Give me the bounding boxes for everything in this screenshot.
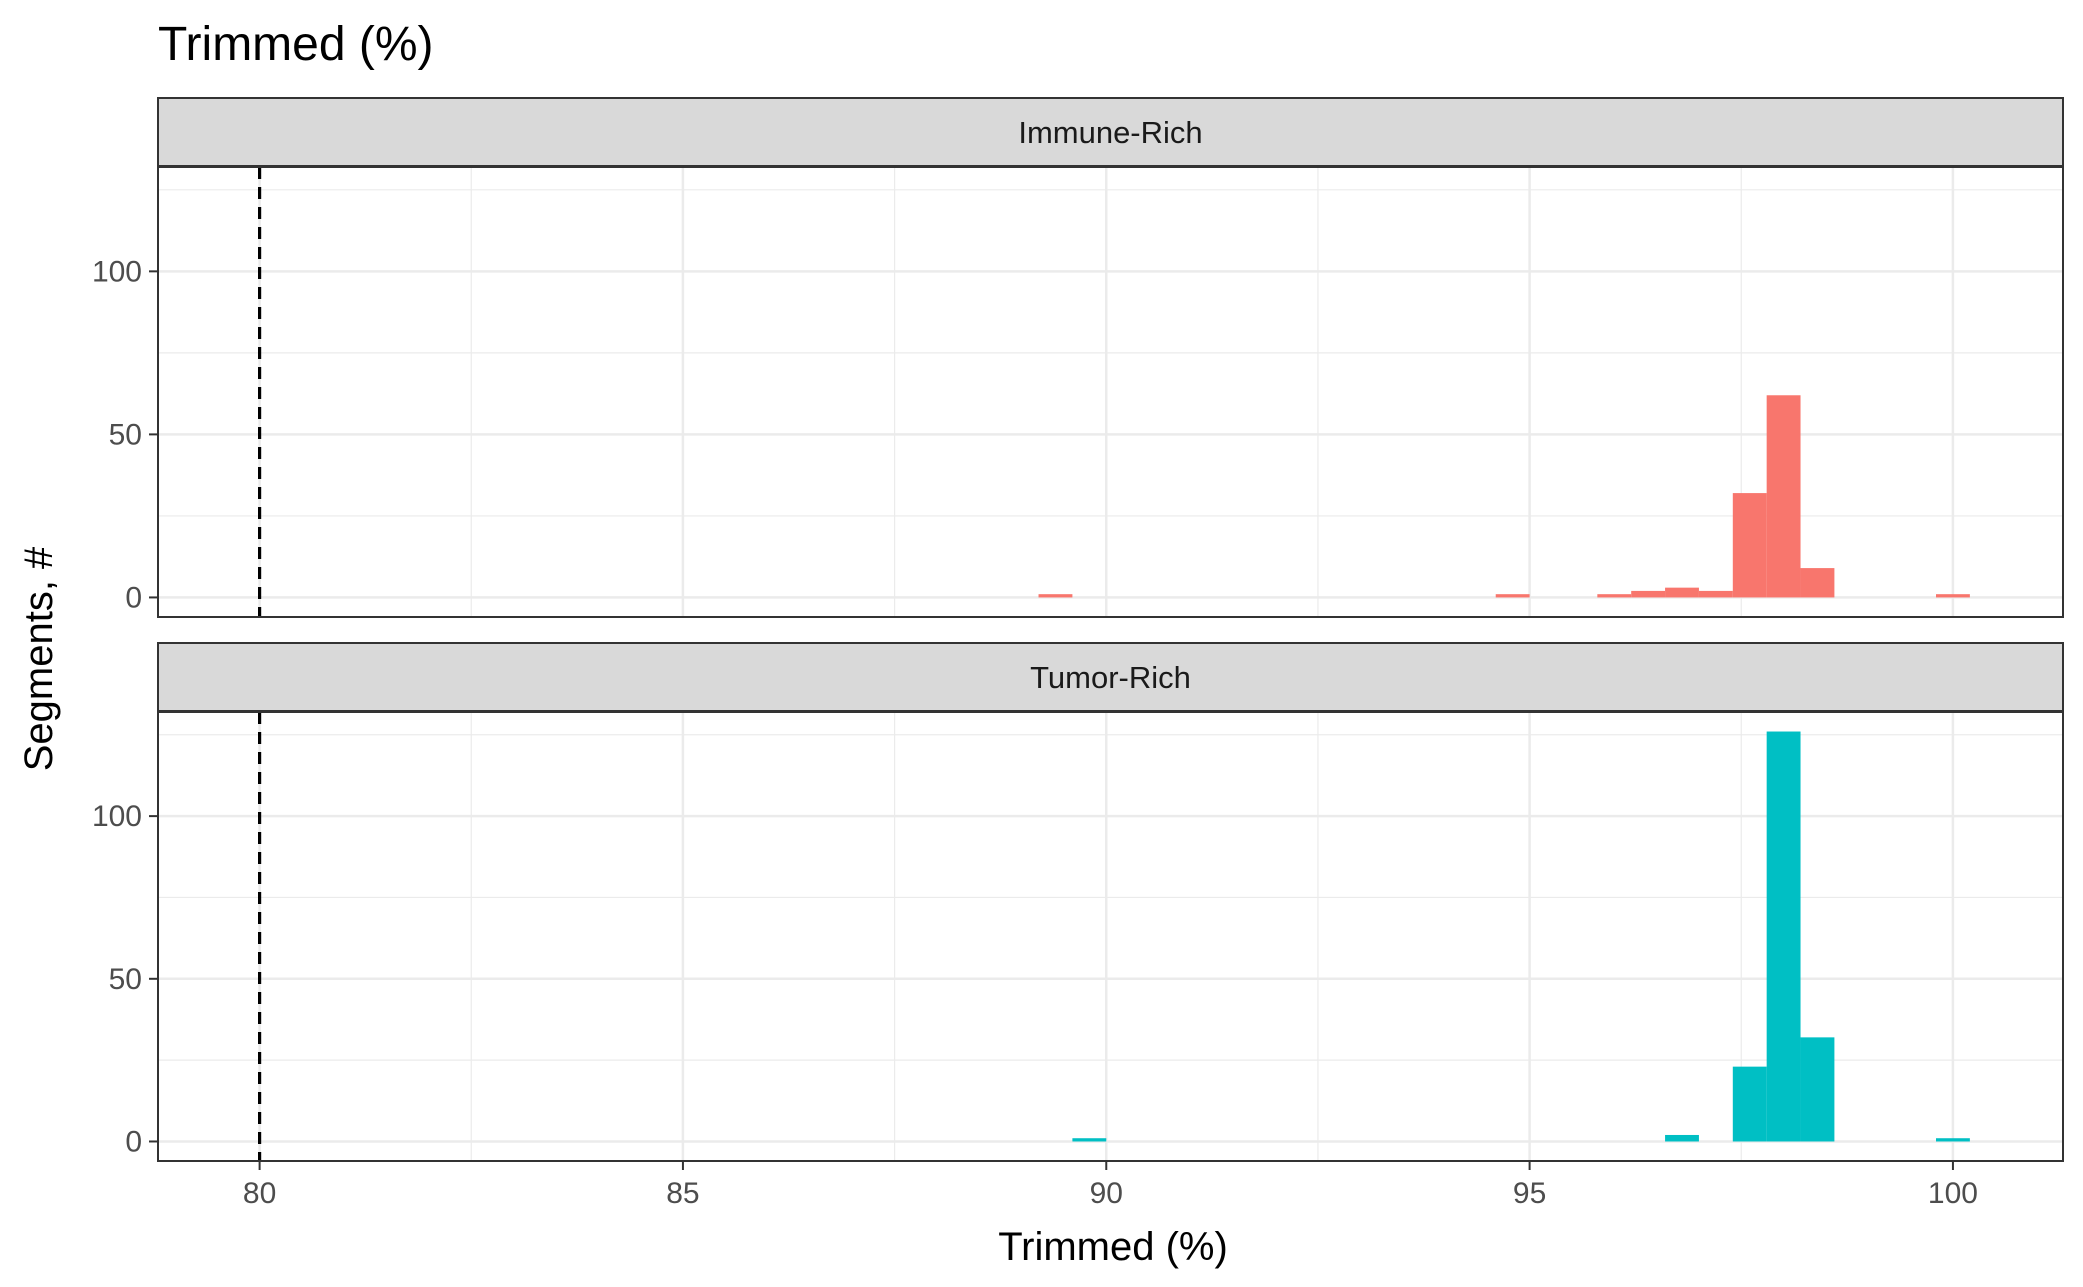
panels: Immune-Rich 0 50 100 Tumor-Rich 0 50 100 bbox=[92, 97, 2064, 1162]
facet-strip bbox=[157, 642, 2064, 712]
x-axis-title: Trimmed (%) bbox=[998, 1225, 1228, 1269]
histogram-bar bbox=[1766, 395, 1801, 598]
histogram-bar bbox=[1732, 493, 1767, 598]
histogram-bar bbox=[1631, 590, 1666, 598]
chart-title: Trimmed (%) bbox=[158, 18, 434, 71]
facet-strip-label: Immune-Rich bbox=[1018, 115, 1202, 150]
histogram-bar bbox=[1800, 568, 1835, 598]
histogram-bar bbox=[1800, 1037, 1835, 1142]
histogram-bar bbox=[1936, 1138, 1970, 1142]
histogram-bar bbox=[1665, 587, 1699, 598]
y-tick-label: 0 bbox=[125, 1125, 142, 1158]
facet-panel-1: Tumor-Rich 0 50 100 bbox=[92, 642, 2064, 1162]
x-tick-label: 95 bbox=[1513, 1177, 1546, 1210]
facet-panel-0: Immune-Rich 0 50 100 bbox=[92, 97, 2064, 618]
x-tick-label: 85 bbox=[666, 1177, 699, 1210]
y-tick-label: 50 bbox=[109, 963, 142, 996]
y-tick-label: 0 bbox=[125, 581, 142, 614]
histogram-bar bbox=[1597, 594, 1632, 598]
facet-strip bbox=[157, 97, 2064, 167]
panel-border bbox=[157, 711, 2064, 1162]
histogram-bar bbox=[1766, 731, 1801, 1142]
histogram-bar bbox=[1665, 1134, 1699, 1142]
x-tick-label: 80 bbox=[243, 1177, 276, 1210]
y-tick-label: 100 bbox=[92, 255, 142, 288]
histogram-bar bbox=[1698, 590, 1733, 598]
x-tick-label: 100 bbox=[1928, 1177, 1978, 1210]
facet-strip-label: Tumor-Rich bbox=[1030, 660, 1191, 695]
x-axis: 80 85 90 95 100 bbox=[243, 1161, 1978, 1210]
histogram-bar bbox=[1038, 594, 1073, 598]
histogram-bar bbox=[1732, 1066, 1767, 1142]
histogram-bar bbox=[1936, 594, 1970, 598]
histogram-bar bbox=[1072, 1138, 1107, 1142]
y-tick-label: 100 bbox=[92, 800, 142, 833]
x-tick-label: 90 bbox=[1090, 1177, 1123, 1210]
y-axis-title: Segments, # bbox=[17, 546, 61, 771]
histogram-bar bbox=[1495, 594, 1530, 598]
panel-border bbox=[157, 166, 2064, 618]
y-tick-label: 50 bbox=[109, 418, 142, 451]
